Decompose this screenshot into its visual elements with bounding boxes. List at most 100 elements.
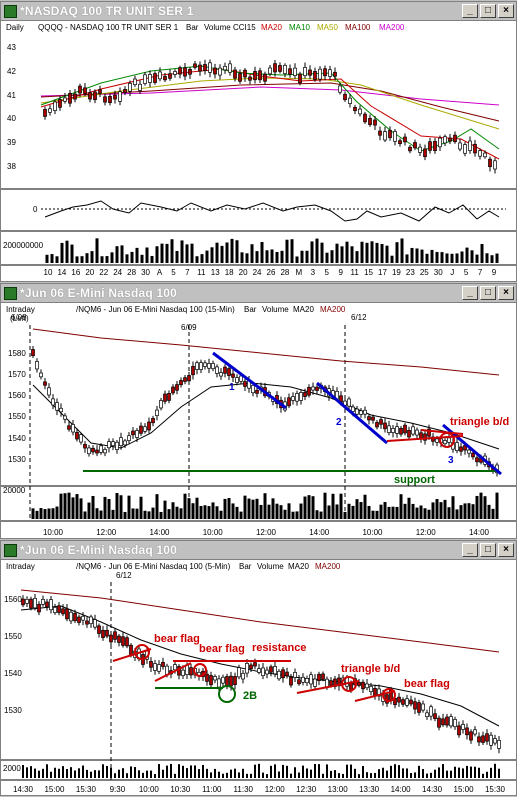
price-tick: 1530	[8, 455, 26, 464]
volume-bar	[115, 246, 119, 263]
volume-bar	[265, 250, 269, 263]
price-tick: 1540	[8, 434, 26, 443]
price-bar	[31, 349, 35, 357]
volume-bar	[246, 773, 248, 778]
intraday-5min-chart-area[interactable]: Intraday /NQM6 - Jun 06 E-Mini Nasdaq 10…	[1, 560, 516, 796]
volume-bar	[50, 771, 52, 778]
close-button[interactable]: ×	[498, 286, 514, 300]
price-bar	[433, 713, 437, 719]
price-bar	[225, 676, 229, 687]
minimize-button[interactable]: _	[462, 286, 478, 300]
chart-window-icon[interactable]	[4, 544, 17, 557]
volume-bar	[283, 509, 287, 519]
axis-tick-label: 15:00	[44, 785, 65, 794]
triangle-breakdown-circle	[439, 432, 455, 448]
window-title: *Jun 06 E-Mini Nasdaq 100	[20, 543, 178, 557]
volume-bar	[151, 507, 155, 519]
volume-bar	[230, 238, 234, 263]
volume-bar	[454, 766, 456, 778]
chart-window-icon[interactable]	[4, 5, 17, 18]
volume-bar	[206, 768, 208, 778]
volume-bar	[471, 504, 475, 519]
price-bar	[227, 368, 231, 376]
volume-bar	[279, 505, 283, 519]
ma20-line	[20, 605, 500, 727]
price-bar	[473, 143, 477, 154]
volume-bar	[359, 502, 363, 519]
volume-bar	[255, 251, 259, 263]
price-bar	[153, 73, 157, 83]
price-bar	[278, 65, 282, 72]
daily-date-axis: 10 14 16 20 22 24 28 30 A 5 7 11 13 18 20 24 26 28 M 3 5 9 11 1…	[44, 268, 497, 277]
legend-volume: Volume	[204, 23, 231, 32]
volume-bar	[58, 768, 60, 778]
price-bar	[108, 96, 112, 103]
close-button[interactable]: ×	[498, 4, 514, 18]
window-title: *Jun 06 E-Mini Nasdaq 100	[20, 286, 178, 300]
volume-bar	[266, 774, 268, 778]
volume-bar	[210, 772, 212, 778]
volume-bar	[380, 244, 384, 263]
volume-bar	[300, 250, 304, 263]
volume-bar	[450, 770, 452, 778]
price-bar	[73, 93, 77, 100]
maximize-button[interactable]: □	[480, 286, 496, 300]
volume-bar	[118, 769, 120, 778]
price-bar	[43, 109, 47, 117]
chart-window-icon[interactable]	[4, 287, 17, 300]
volume-bar	[365, 242, 369, 263]
volume-bar	[418, 765, 420, 778]
volume-bar	[490, 255, 494, 263]
axis-tick-label: 9	[492, 268, 497, 277]
window-titlebar[interactable]: *Jun 06 E-Mini Nasdaq 100 _ □ ×	[1, 284, 516, 303]
price-bar	[295, 393, 299, 402]
volume-bar	[322, 773, 324, 778]
intraday-15min-chart-area[interactable]: Intraday /NQM6 - Jun 06 E-Mini Nasdaq 10…	[1, 303, 516, 539]
maximize-button[interactable]: □	[480, 543, 496, 557]
volume-bar	[63, 493, 67, 519]
minimize-button[interactable]: _	[462, 4, 478, 18]
minimize-button[interactable]: _	[462, 543, 478, 557]
price-bar	[447, 437, 451, 443]
close-button[interactable]: ×	[498, 543, 514, 557]
price-bar	[235, 377, 239, 384]
volume-bar	[447, 507, 451, 519]
axis-tick-label: 5	[464, 268, 469, 277]
price-bar	[493, 738, 497, 744]
intraday-15min-window: *Jun 06 E-Mini Nasdaq 100 _ □ × Intraday /…	[0, 283, 517, 539]
volume-bar	[290, 773, 292, 778]
daily-chart-area[interactable]: Daily QQQQ - NASDAQ 100 TR UNIT SER 1 Ba…	[1, 21, 516, 282]
volume-bar	[51, 508, 55, 519]
window-titlebar[interactable]: *NASDAQ 100 TR UNIT SER 1 _ □ ×	[1, 2, 516, 21]
legend-axis: (Left)	[10, 314, 29, 323]
window-titlebar[interactable]: *Jun 06 E-Mini Nasdaq 100 _ □ ×	[1, 541, 516, 560]
volume-bar	[310, 769, 312, 778]
volume-bar	[198, 769, 200, 778]
volume-bar	[259, 504, 263, 519]
price-bar	[103, 96, 107, 103]
volume-bar	[102, 764, 104, 778]
price-tick: 39	[7, 138, 16, 147]
volume-bar	[123, 511, 127, 519]
volume-bar	[325, 252, 329, 263]
price-bar	[373, 688, 377, 696]
price-bar	[305, 678, 309, 684]
volume-bar	[91, 495, 95, 519]
axis-tick-label: 12:00	[416, 528, 437, 537]
price-bar	[29, 598, 33, 609]
price-bar	[268, 67, 272, 75]
maximize-button[interactable]: □	[480, 4, 496, 18]
bear-flag-2-label: bear flag	[199, 643, 245, 655]
price-bar	[57, 605, 61, 613]
volume-bar	[399, 494, 403, 519]
price-bar	[293, 672, 297, 678]
volume-bar	[434, 769, 436, 778]
volume-bar	[407, 497, 411, 519]
price-bar	[71, 424, 75, 433]
volume-bar	[111, 509, 115, 519]
price-bar	[298, 73, 302, 84]
axis-tick-label: 12:30	[296, 785, 317, 794]
price-bar	[311, 386, 315, 391]
volume-bar	[445, 253, 449, 263]
volume-bar	[143, 510, 147, 519]
